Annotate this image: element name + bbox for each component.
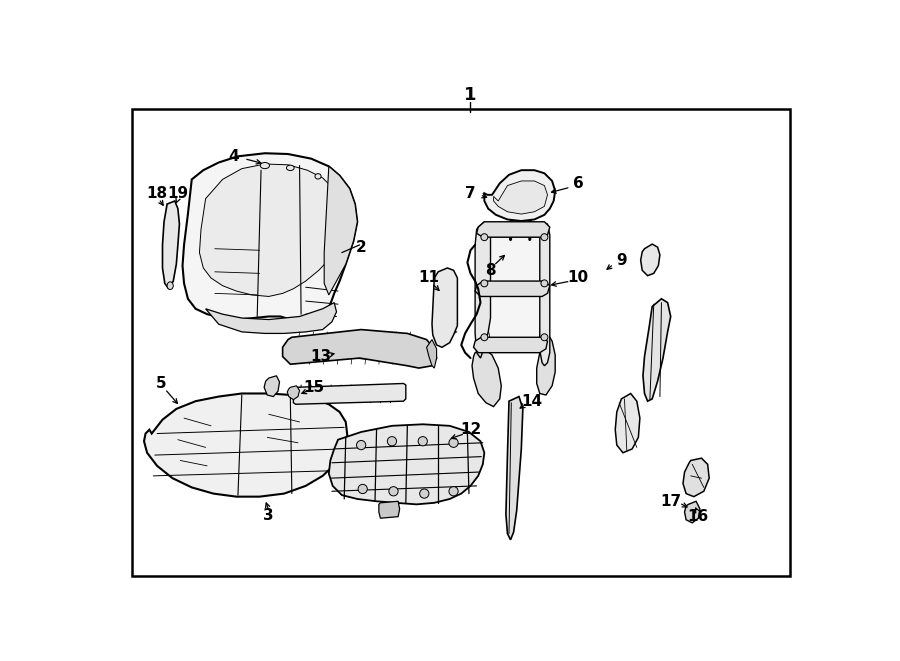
Circle shape: [419, 489, 429, 498]
Polygon shape: [643, 299, 670, 401]
Polygon shape: [506, 397, 523, 540]
Circle shape: [418, 437, 427, 446]
Polygon shape: [293, 383, 406, 405]
Polygon shape: [536, 333, 555, 395]
Polygon shape: [493, 181, 547, 214]
Polygon shape: [264, 375, 280, 397]
Polygon shape: [183, 153, 357, 327]
Polygon shape: [205, 303, 337, 333]
Text: 15: 15: [302, 380, 324, 395]
Polygon shape: [484, 170, 555, 221]
Text: 18: 18: [147, 186, 167, 201]
Circle shape: [541, 280, 548, 287]
Text: 11: 11: [418, 270, 439, 286]
Polygon shape: [432, 268, 457, 347]
Polygon shape: [473, 337, 547, 353]
Text: 8: 8: [485, 263, 496, 278]
Polygon shape: [163, 201, 179, 289]
Circle shape: [541, 234, 548, 241]
Text: 19: 19: [167, 186, 188, 201]
Circle shape: [481, 280, 488, 287]
Text: 10: 10: [568, 270, 589, 286]
Polygon shape: [616, 393, 640, 453]
Polygon shape: [200, 164, 349, 297]
Polygon shape: [683, 458, 709, 496]
Text: 5: 5: [156, 376, 166, 391]
Text: 13: 13: [310, 349, 332, 364]
Circle shape: [356, 440, 365, 449]
Circle shape: [389, 486, 398, 496]
Polygon shape: [475, 281, 550, 297]
Ellipse shape: [286, 165, 294, 171]
Text: 17: 17: [660, 494, 681, 509]
Text: 14: 14: [521, 394, 543, 408]
Polygon shape: [328, 424, 484, 504]
Polygon shape: [324, 167, 357, 295]
Polygon shape: [488, 237, 542, 341]
Polygon shape: [427, 340, 436, 368]
Text: 2: 2: [356, 240, 366, 254]
Polygon shape: [144, 393, 347, 496]
Circle shape: [449, 438, 458, 447]
Polygon shape: [641, 244, 660, 276]
Text: 7: 7: [465, 186, 476, 201]
Text: 4: 4: [229, 149, 239, 164]
Circle shape: [449, 486, 458, 496]
Text: 9: 9: [616, 253, 626, 268]
Polygon shape: [287, 386, 300, 400]
Text: 16: 16: [688, 509, 709, 524]
Text: 6: 6: [573, 176, 584, 191]
Ellipse shape: [167, 282, 174, 290]
Polygon shape: [283, 330, 436, 368]
Circle shape: [541, 334, 548, 340]
Circle shape: [387, 437, 397, 446]
Ellipse shape: [315, 174, 321, 179]
Ellipse shape: [260, 163, 269, 169]
Polygon shape: [475, 222, 491, 358]
Polygon shape: [540, 222, 550, 366]
Text: 1: 1: [464, 86, 477, 104]
Text: 3: 3: [264, 508, 274, 524]
Circle shape: [481, 334, 488, 340]
Polygon shape: [685, 501, 700, 523]
Polygon shape: [477, 222, 550, 237]
Circle shape: [481, 234, 488, 241]
Polygon shape: [472, 349, 501, 407]
Text: 12: 12: [460, 422, 482, 437]
Polygon shape: [379, 501, 400, 518]
Circle shape: [358, 485, 367, 494]
